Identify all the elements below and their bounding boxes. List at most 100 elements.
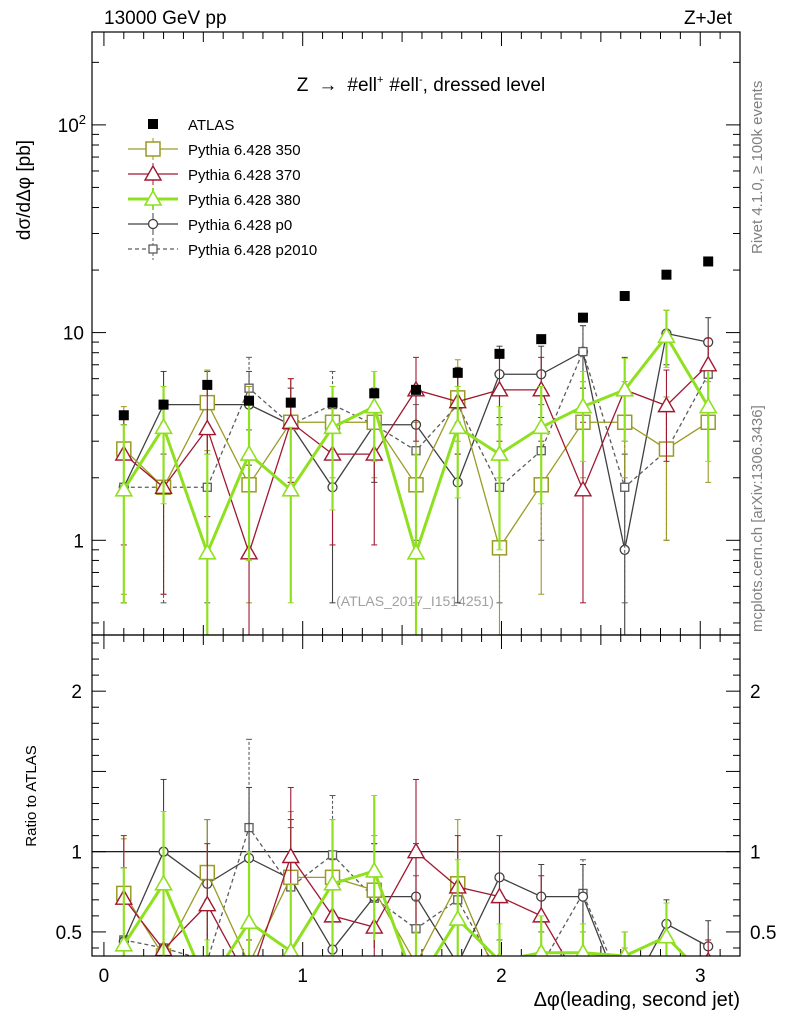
data-point (281, 480, 301, 497)
legend-marker (148, 244, 158, 254)
ratio-point (239, 912, 259, 930)
data-point (158, 399, 169, 410)
main-title: Z → #ell+ #ell-, dressed level (297, 74, 545, 96)
data-point (327, 397, 338, 408)
legend-item-pythia-6-428-350: Pythia 6.428 350 (128, 138, 301, 160)
ratio-point (409, 957, 423, 971)
legend-item-atlas: ATLAS (148, 117, 234, 134)
ratio-point (281, 847, 300, 864)
header-energy: 13000 GeV pp (104, 8, 227, 29)
ratio-series-pythia-6-428-370 (114, 778, 712, 988)
data-point (615, 380, 635, 397)
ratio-y-tick-label: 1 (71, 843, 82, 864)
ratio-point (154, 874, 173, 891)
data-point (657, 396, 676, 413)
ratio-plot-frame (91, 634, 741, 957)
data-point (703, 256, 714, 267)
ratio-point (114, 935, 134, 952)
legend-label: Pythia 6.428 380 (188, 192, 301, 209)
data-point (490, 380, 509, 397)
data-point (536, 334, 547, 345)
data-point (364, 397, 384, 414)
data-point (698, 355, 718, 372)
data-point (369, 388, 380, 399)
ratio-ylabel: Ratio to ATLAS (23, 745, 40, 846)
data-point (657, 326, 676, 344)
ratio-point (282, 941, 300, 956)
data-point (285, 397, 296, 408)
data-point (198, 419, 217, 436)
ratio-point (406, 842, 426, 859)
data-point (494, 348, 505, 359)
data-point (531, 417, 551, 435)
legend-marker (145, 141, 161, 157)
ratio-point (241, 974, 257, 988)
header-process: Z+Jet (684, 8, 733, 29)
data-point (661, 269, 672, 280)
ratio-point (533, 943, 549, 956)
data-point (239, 444, 259, 461)
data-point (411, 384, 421, 395)
data-point (323, 417, 342, 435)
ratio-point (658, 967, 674, 981)
legend-label: ATLAS (188, 117, 234, 134)
data-point (406, 543, 426, 560)
legend-label: Pythia 6.428 370 (188, 167, 301, 184)
x-tick-label: 3 (695, 966, 706, 987)
legend-item-pythia-6-428-370: Pythia 6.428 370 (128, 163, 301, 185)
ratio-y-tick-label-right: 0.5 (750, 923, 776, 944)
ratio-point (323, 874, 342, 891)
x-tick-label: 0 (99, 966, 110, 987)
ratio-line (123, 871, 489, 956)
main-y-tick-label: 102 (58, 112, 86, 137)
legend-label: Pythia 6.428 350 (188, 142, 301, 159)
ratio-series-pythia-6-428-380 (114, 795, 688, 992)
data-point (577, 312, 588, 323)
legend-marker (143, 189, 163, 206)
ratio-point (453, 960, 462, 969)
legend-item-pythia-6-428-p0: Pythia 6.428 p0 (128, 213, 292, 235)
data-point (490, 444, 509, 461)
ratio-point (537, 962, 545, 970)
ratio-y-tick-label: 0.5 (56, 923, 82, 944)
ratio-point (657, 927, 676, 944)
ratio-point (199, 978, 215, 992)
ratio-point (198, 895, 217, 912)
data-point (452, 367, 463, 378)
data-point (573, 397, 593, 414)
x-tick-label: 2 (496, 966, 507, 987)
data-point (620, 482, 630, 492)
legend-label: Pythia 6.428 p2010 (188, 242, 317, 259)
legend-marker (143, 164, 163, 181)
data-point (244, 395, 255, 406)
ratio-point (576, 957, 590, 971)
main-y-tick-label: 10 (63, 324, 84, 345)
legend-item-pythia-6-428-p2010: Pythia 6.428 p2010 (128, 238, 317, 260)
series-atlas (118, 256, 714, 421)
ratio-point (448, 909, 468, 926)
ratio-point (618, 965, 632, 979)
ratio-point (705, 951, 711, 956)
ratio-point (242, 957, 256, 971)
mcplots-label: mcplots.cern.ch [arXiv:1306.3436] (749, 405, 766, 632)
data-point (578, 346, 588, 357)
legend-item-pythia-6-428-380: Pythia 6.428 380 (128, 188, 301, 210)
ratio-point (619, 946, 631, 956)
main-ylabel: dσ/dΔφ [pb] (14, 140, 35, 240)
ratio-y-tick-label-right: 1 (750, 843, 761, 864)
legend: ATLAS Pythia 6.428 350 Pythia 6.428 370 Pyt… (128, 117, 317, 260)
data-point (202, 379, 213, 390)
data-point (118, 410, 129, 421)
ratio-point (490, 887, 509, 904)
legend-marker (148, 119, 158, 129)
xlabel: Δφ(leading, second jet) (534, 989, 740, 1011)
ratio-point (575, 943, 591, 956)
ratio-point (408, 978, 424, 992)
legend-marker (147, 218, 159, 230)
ratio-y-tick-label-right: 2 (750, 682, 761, 703)
ratio-y-tick-label: 2 (71, 682, 82, 703)
ratio-line (122, 869, 688, 956)
ratio-point (534, 973, 548, 987)
data-point (448, 417, 468, 435)
